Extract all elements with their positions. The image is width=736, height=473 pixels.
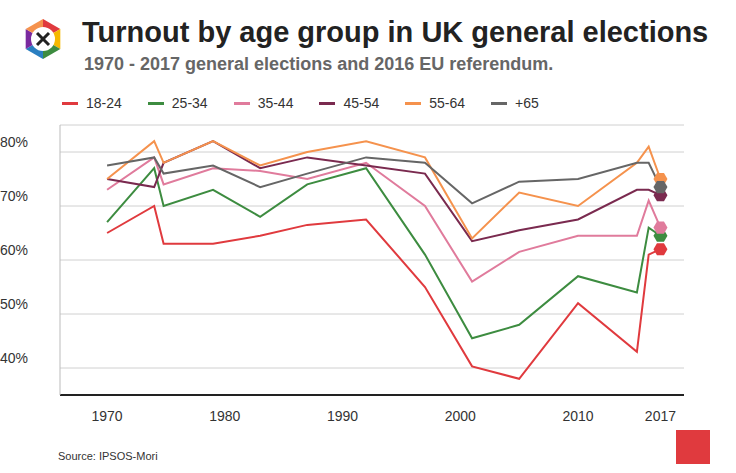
html-text:25-34: 25-34 xyxy=(171,95,208,111)
svg-text:1990: 1990 xyxy=(327,408,358,424)
svg-text:2000: 2000 xyxy=(445,408,476,424)
svg-text:70%: 70% xyxy=(8,188,28,204)
html-text:45-54: 45-54 xyxy=(343,95,380,111)
svg-text:1980: 1980 xyxy=(209,408,240,424)
svg-text:50%: 50% xyxy=(8,296,28,312)
svg-text:80%: 80% xyxy=(8,134,28,150)
svg-text:2010: 2010 xyxy=(562,408,593,424)
html-text:Turnout by age group in UK gen: Turnout by age group in UK general elect… xyxy=(82,16,709,48)
svg-text:2017: 2017 xyxy=(645,408,676,424)
svg-text:60%: 60% xyxy=(8,242,28,258)
html-text:55-64: 55-64 xyxy=(429,95,466,111)
html-text:1970 - 2017 general elections: 1970 - 2017 general elections and 2016 E… xyxy=(84,54,554,74)
svg-text:1970: 1970 xyxy=(92,408,123,424)
html-text:35-44: 35-44 xyxy=(257,95,294,111)
html-text:+65: +65 xyxy=(515,95,539,111)
svg-text:40%: 40% xyxy=(8,350,28,366)
html-text:Source: IPSOS-Mori: Source: IPSOS-Mori xyxy=(58,450,158,462)
html-text:18-24: 18-24 xyxy=(86,95,122,111)
